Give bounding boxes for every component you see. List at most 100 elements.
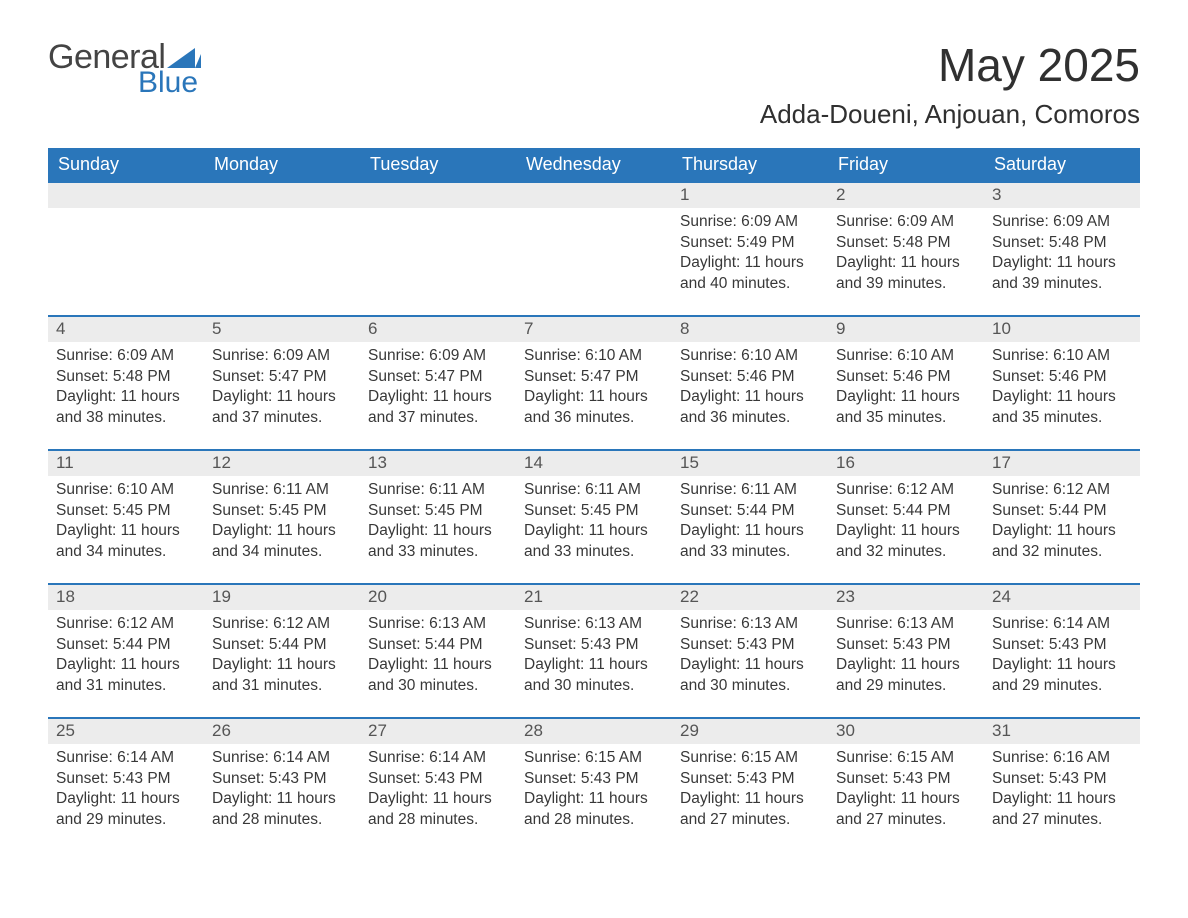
sunset-line: Sunset: 5:43 PM [992,769,1132,790]
sunrise-line: Sunrise: 6:12 AM [992,480,1132,501]
sunset-line: Sunset: 5:43 PM [56,769,196,790]
sunrise-line: Sunrise: 6:14 AM [56,748,196,769]
sunset-line: Sunset: 5:45 PM [56,501,196,522]
logo-blue-text: Blue [138,68,201,98]
daylight-line: Daylight: 11 hours and 29 minutes. [56,789,196,831]
day-content: Sunrise: 6:11 AMSunset: 5:45 PMDaylight:… [360,476,516,572]
day-number: 13 [360,451,516,476]
sunset-line: Sunset: 5:43 PM [368,769,508,790]
weekday-header-row: SundayMondayTuesdayWednesdayThursdayFrid… [48,148,1140,183]
day-cell [48,183,204,315]
day-content: Sunrise: 6:14 AMSunset: 5:43 PMDaylight:… [360,744,516,840]
day-cell: 30Sunrise: 6:15 AMSunset: 5:43 PMDayligh… [828,719,984,851]
week-row: 18Sunrise: 6:12 AMSunset: 5:44 PMDayligh… [48,583,1140,717]
daylight-line: Daylight: 11 hours and 27 minutes. [680,789,820,831]
sunrise-line: Sunrise: 6:12 AM [836,480,976,501]
day-number: 16 [828,451,984,476]
daylight-line: Daylight: 11 hours and 35 minutes. [992,387,1132,429]
sunset-line: Sunset: 5:46 PM [836,367,976,388]
title-block: May 2025 Adda-Doueni, Anjouan, Comoros [760,40,1140,130]
daylight-line: Daylight: 11 hours and 31 minutes. [56,655,196,697]
daylight-line: Daylight: 11 hours and 29 minutes. [992,655,1132,697]
day-cell: 8Sunrise: 6:10 AMSunset: 5:46 PMDaylight… [672,317,828,449]
day-number: 26 [204,719,360,744]
sunset-line: Sunset: 5:43 PM [836,769,976,790]
sunset-line: Sunset: 5:46 PM [992,367,1132,388]
day-number: 12 [204,451,360,476]
day-cell: 4Sunrise: 6:09 AMSunset: 5:48 PMDaylight… [48,317,204,449]
sunset-line: Sunset: 5:44 PM [56,635,196,656]
weekday-header: Saturday [984,148,1140,183]
sunrise-line: Sunrise: 6:10 AM [56,480,196,501]
sunset-line: Sunset: 5:43 PM [524,769,664,790]
day-number: 3 [984,183,1140,208]
day-content: Sunrise: 6:12 AMSunset: 5:44 PMDaylight:… [48,610,204,706]
sunset-line: Sunset: 5:44 PM [212,635,352,656]
day-content: Sunrise: 6:12 AMSunset: 5:44 PMDaylight:… [204,610,360,706]
daylight-line: Daylight: 11 hours and 28 minutes. [524,789,664,831]
day-cell: 28Sunrise: 6:15 AMSunset: 5:43 PMDayligh… [516,719,672,851]
daylight-line: Daylight: 11 hours and 35 minutes. [836,387,976,429]
day-cell: 5Sunrise: 6:09 AMSunset: 5:47 PMDaylight… [204,317,360,449]
day-number: 25 [48,719,204,744]
day-cell: 14Sunrise: 6:11 AMSunset: 5:45 PMDayligh… [516,451,672,583]
day-number [204,183,360,208]
day-cell: 20Sunrise: 6:13 AMSunset: 5:44 PMDayligh… [360,585,516,717]
daylight-line: Daylight: 11 hours and 28 minutes. [368,789,508,831]
weeks-container: 1Sunrise: 6:09 AMSunset: 5:49 PMDaylight… [48,183,1140,851]
day-cell [516,183,672,315]
day-content: Sunrise: 6:15 AMSunset: 5:43 PMDaylight:… [516,744,672,840]
daylight-line: Daylight: 11 hours and 33 minutes. [524,521,664,563]
sunrise-line: Sunrise: 6:14 AM [992,614,1132,635]
sunset-line: Sunset: 5:43 PM [680,769,820,790]
sunset-line: Sunset: 5:45 PM [368,501,508,522]
logo: General Blue [48,40,201,98]
day-number [360,183,516,208]
daylight-line: Daylight: 11 hours and 37 minutes. [212,387,352,429]
day-content: Sunrise: 6:13 AMSunset: 5:43 PMDaylight:… [516,610,672,706]
day-content: Sunrise: 6:14 AMSunset: 5:43 PMDaylight:… [48,744,204,840]
daylight-line: Daylight: 11 hours and 30 minutes. [368,655,508,697]
sunset-line: Sunset: 5:43 PM [836,635,976,656]
daylight-line: Daylight: 11 hours and 27 minutes. [992,789,1132,831]
day-number: 22 [672,585,828,610]
header: General Blue May 2025 Adda-Doueni, Anjou… [48,40,1140,130]
day-content: Sunrise: 6:10 AMSunset: 5:46 PMDaylight:… [672,342,828,438]
sunrise-line: Sunrise: 6:13 AM [680,614,820,635]
day-number: 21 [516,585,672,610]
day-cell: 13Sunrise: 6:11 AMSunset: 5:45 PMDayligh… [360,451,516,583]
sunrise-line: Sunrise: 6:09 AM [368,346,508,367]
daylight-line: Daylight: 11 hours and 40 minutes. [680,253,820,295]
day-content: Sunrise: 6:09 AMSunset: 5:47 PMDaylight:… [360,342,516,438]
weekday-header: Tuesday [360,148,516,183]
sunset-line: Sunset: 5:45 PM [212,501,352,522]
location-text: Adda-Doueni, Anjouan, Comoros [760,99,1140,130]
sunset-line: Sunset: 5:46 PM [680,367,820,388]
day-content: Sunrise: 6:11 AMSunset: 5:45 PMDaylight:… [516,476,672,572]
weekday-header: Monday [204,148,360,183]
day-cell: 27Sunrise: 6:14 AMSunset: 5:43 PMDayligh… [360,719,516,851]
day-cell: 7Sunrise: 6:10 AMSunset: 5:47 PMDaylight… [516,317,672,449]
day-cell: 19Sunrise: 6:12 AMSunset: 5:44 PMDayligh… [204,585,360,717]
day-number: 8 [672,317,828,342]
day-content: Sunrise: 6:09 AMSunset: 5:49 PMDaylight:… [672,208,828,304]
sunrise-line: Sunrise: 6:11 AM [680,480,820,501]
daylight-line: Daylight: 11 hours and 32 minutes. [836,521,976,563]
day-content: Sunrise: 6:13 AMSunset: 5:43 PMDaylight:… [672,610,828,706]
day-number [516,183,672,208]
day-content: Sunrise: 6:10 AMSunset: 5:47 PMDaylight:… [516,342,672,438]
day-number: 28 [516,719,672,744]
daylight-line: Daylight: 11 hours and 36 minutes. [524,387,664,429]
day-cell: 29Sunrise: 6:15 AMSunset: 5:43 PMDayligh… [672,719,828,851]
sunrise-line: Sunrise: 6:10 AM [992,346,1132,367]
daylight-line: Daylight: 11 hours and 39 minutes. [836,253,976,295]
sunrise-line: Sunrise: 6:13 AM [368,614,508,635]
day-content: Sunrise: 6:14 AMSunset: 5:43 PMDaylight:… [984,610,1140,706]
day-number: 15 [672,451,828,476]
day-cell: 18Sunrise: 6:12 AMSunset: 5:44 PMDayligh… [48,585,204,717]
day-cell: 26Sunrise: 6:14 AMSunset: 5:43 PMDayligh… [204,719,360,851]
week-row: 1Sunrise: 6:09 AMSunset: 5:49 PMDaylight… [48,183,1140,315]
day-cell: 16Sunrise: 6:12 AMSunset: 5:44 PMDayligh… [828,451,984,583]
sunset-line: Sunset: 5:43 PM [524,635,664,656]
day-number: 11 [48,451,204,476]
